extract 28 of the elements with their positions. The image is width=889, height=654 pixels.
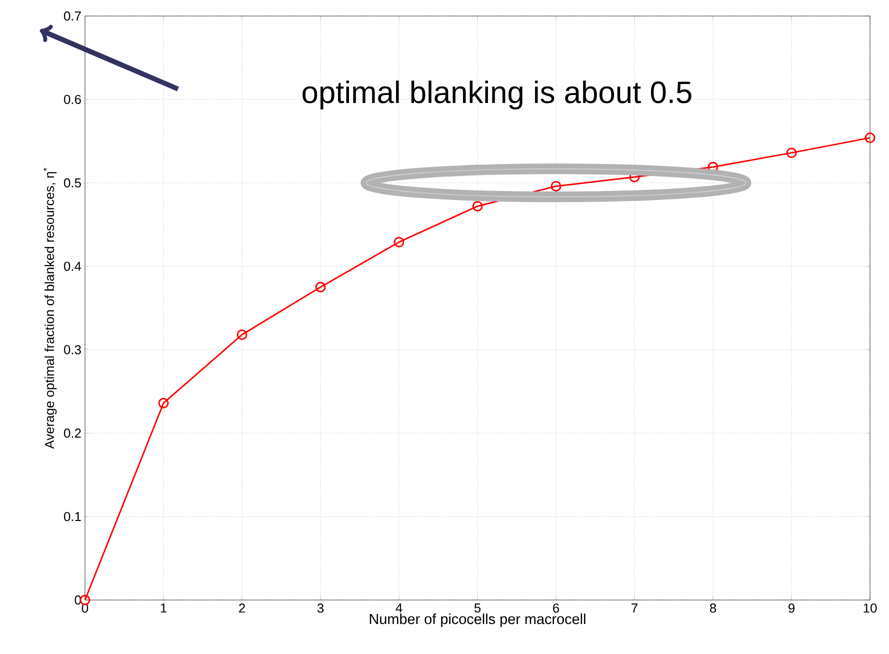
point <box>786 148 797 158</box>
point <box>315 282 326 292</box>
y-tick-label: 0.5 <box>64 178 81 188</box>
x-tick-label: 2 <box>239 604 245 613</box>
y-tick-label: 0.4 <box>64 262 82 271</box>
point <box>158 398 169 408</box>
y-tick-label: 0.2 <box>64 428 81 438</box>
point <box>472 200 483 212</box>
point <box>394 236 404 248</box>
x-tick-label: 4 <box>396 604 402 612</box>
x-axis-title: Number of picocells per macrocell <box>370 614 586 627</box>
annotation: optimal blanking is about 0.5 <box>302 80 692 110</box>
y-axis-title: Average optimal fraction of blanked resources, η$^{*}$ <box>43 168 57 449</box>
y-tick-label: 0.7 <box>64 11 81 21</box>
point <box>236 329 248 340</box>
x-tick-label: 6 <box>553 604 560 613</box>
point <box>864 132 876 144</box>
x-tick-label: 8 <box>710 604 716 613</box>
x-tick-label: 5 <box>474 604 481 613</box>
y-tick-label: 0.3 <box>64 345 81 354</box>
x-tick-label: 3 <box>317 604 324 613</box>
x-tick-label: 10 <box>864 604 877 613</box>
y-tick-label: 0.6 <box>64 94 81 104</box>
y-tick-label: 0.1 <box>64 512 81 522</box>
point <box>550 180 562 192</box>
x-tick-label: 9 <box>788 604 794 613</box>
x-tick-label: 7 <box>632 604 638 612</box>
x-tick-label: 1 <box>160 604 166 612</box>
